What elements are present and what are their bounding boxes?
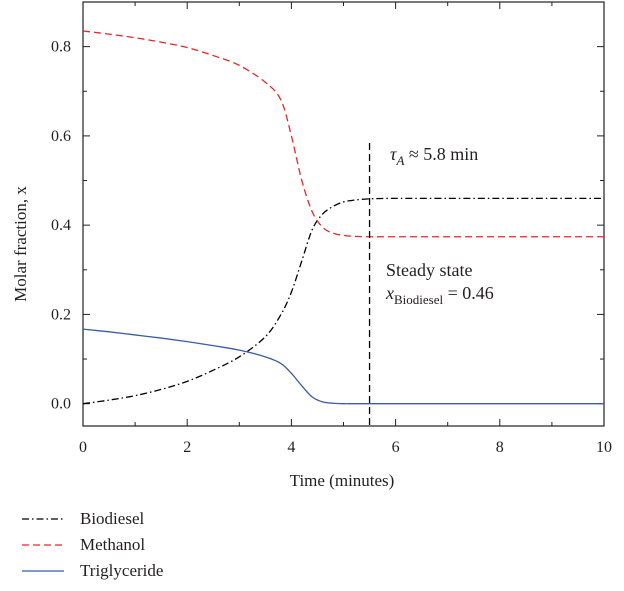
legend: Biodiesel Methanol Triglyceride [20,506,163,584]
legend-label-triglyceride: Triglyceride [80,561,164,580]
chart-svg: 0 2 4 6 8 10 0.0 0.2 0.4 0.6 0.8 Time (minutes) Mo… [11,1,612,490]
legend-item-triglyceride: Triglyceride [20,558,163,584]
x-symbol: x [385,283,394,303]
y-tick-label: 0.8 [51,39,71,56]
legend-item-methanol: Methanol [20,532,163,558]
legend-swatch-biodiesel [22,518,64,520]
steady-state-value: xBiodiesel = 0.46 [385,283,494,307]
plot-area: 0 2 4 6 8 10 0.0 0.2 0.4 0.6 0.8 [51,1,612,456]
legend-swatch-triglyceride [22,570,64,572]
tau-subscript: A [395,153,404,168]
plot-frame [82,1,605,427]
y-axis-title-text: Molar fraction, x [11,186,30,302]
y-tick-label: 0.2 [51,306,71,323]
x-tick-label: 2 [183,439,191,456]
x-tick-label: 4 [287,439,295,456]
legend-swatch-methanol [22,544,64,546]
x-subscript: Biodiesel [394,292,443,307]
x-tick-label: 0 [79,439,87,456]
tau-value: ≈ 5.8 min [404,144,478,164]
x-tick-label: 6 [392,439,400,456]
x-axis-title: Time (minutes) [290,471,395,490]
y-tick-label: 0.6 [51,128,71,145]
series-line-biodiesel [82,197,604,405]
series-line-triglyceride [82,328,604,405]
legend-label-biodiesel: Biodiesel [80,509,145,528]
tau-symbol: τ [390,144,397,164]
steady-state-title: Steady state [386,260,472,280]
series-line-methanol [82,30,604,238]
y-tick-label: 0.4 [51,217,71,234]
y-tick-label: 0.0 [51,396,71,413]
x-tick-label: 8 [496,439,504,456]
tau-annotation: τA ≈ 5.8 min [390,144,478,168]
y-axis-title: Molar fraction, x [11,186,30,302]
legend-label-methanol: Methanol [80,535,146,554]
x-tick-label: 10 [596,439,612,456]
x-value: = 0.46 [443,283,494,303]
legend-item-biodiesel: Biodiesel [20,506,163,532]
